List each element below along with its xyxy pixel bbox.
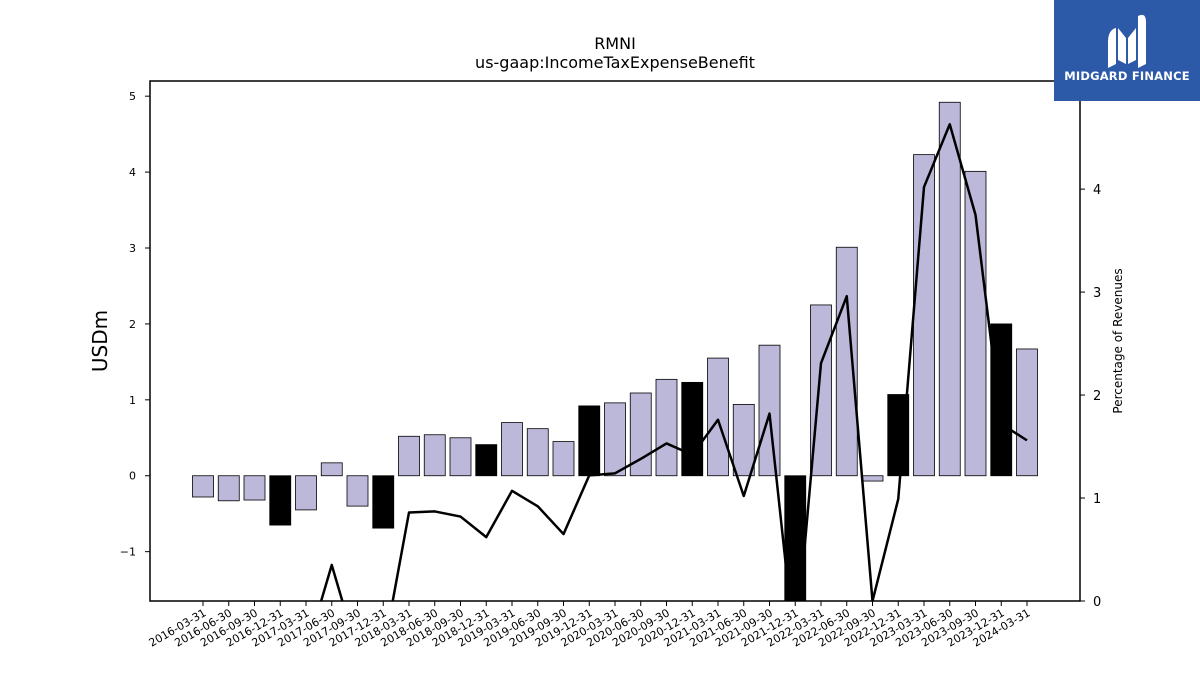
bar-2016-06-30 xyxy=(217,475,240,502)
chart-title: RMNI xyxy=(594,34,636,53)
y2-axis: 0 1 2 3 4 xyxy=(1080,183,1101,610)
bar-2022-12-31 xyxy=(887,394,910,477)
bar-2023-03-31 xyxy=(913,154,935,477)
y-tick-label: 3 xyxy=(129,242,136,255)
bar-2023-06-30 xyxy=(938,101,961,477)
bar-2022-06-30 xyxy=(835,246,858,477)
bar-2017-03-31 xyxy=(295,475,317,511)
chart-subtitle: us-gaap:IncomeTaxExpenseBenefit xyxy=(475,53,755,72)
y2-tick-label: 3 xyxy=(1093,286,1101,301)
bar-group xyxy=(192,101,1038,601)
y-tick-label: 2 xyxy=(129,318,136,331)
bar-2024-03-31 xyxy=(1016,348,1038,477)
y-tick-label: 1 xyxy=(129,394,136,407)
bar-2019-06-30 xyxy=(526,428,549,477)
y2-tick-label: 2 xyxy=(1093,389,1101,404)
y2-tick-label: 4 xyxy=(1093,183,1101,198)
bar-2020-09-30 xyxy=(655,378,678,477)
logo-mark-icon xyxy=(1108,14,1146,68)
y-axis: −1 0 1 2 3 4 5 xyxy=(120,90,150,559)
brand-logo: MIDGARD FINANCE xyxy=(1054,0,1200,101)
bar-2016-09-30 xyxy=(243,475,266,501)
y2-tick-label: 0 xyxy=(1093,595,1101,610)
y2-tick-label: 1 xyxy=(1093,492,1101,507)
bar-2021-09-30 xyxy=(758,344,781,477)
percentage-line xyxy=(319,122,1028,601)
bar-2016-12-31 xyxy=(269,475,292,526)
bar-2018-03-31 xyxy=(398,435,420,477)
bar-2023-12-31 xyxy=(990,323,1013,477)
bar-2019-03-31 xyxy=(501,422,523,477)
bar-2019-12-31 xyxy=(578,405,601,477)
y-tick-label: 5 xyxy=(129,90,136,103)
bar-2018-06-30 xyxy=(423,434,446,477)
bar-2022-09-30 xyxy=(861,475,884,482)
bar-2021-06-30 xyxy=(732,403,755,477)
y-tick-label: 4 xyxy=(129,166,136,179)
bar-2019-09-30 xyxy=(552,441,575,477)
bar-2020-03-31 xyxy=(604,402,626,477)
bar-2017-09-30 xyxy=(346,475,369,507)
bar-2021-03-31 xyxy=(707,357,729,477)
bar-2016-03-31 xyxy=(192,475,214,498)
logo-text: MIDGARD FINANCE xyxy=(1064,69,1190,83)
bar-2017-12-31 xyxy=(372,475,395,529)
bar-2018-12-31 xyxy=(475,444,498,477)
y2-axis-label: Percentage of Revenues xyxy=(1111,268,1125,413)
bar-2020-12-31 xyxy=(681,381,704,477)
bar-2017-06-30 xyxy=(320,462,343,477)
y-tick-label: −1 xyxy=(120,546,136,559)
bar-2018-09-30 xyxy=(449,437,472,477)
y-axis-label: USDm xyxy=(88,310,112,372)
bar-2021-12-31 xyxy=(784,475,807,601)
y-tick-label: 0 xyxy=(129,470,136,483)
line-group xyxy=(319,122,1028,601)
x-axis: 2016-03-312016-06-302016-09-302016-12-31… xyxy=(147,601,1033,650)
